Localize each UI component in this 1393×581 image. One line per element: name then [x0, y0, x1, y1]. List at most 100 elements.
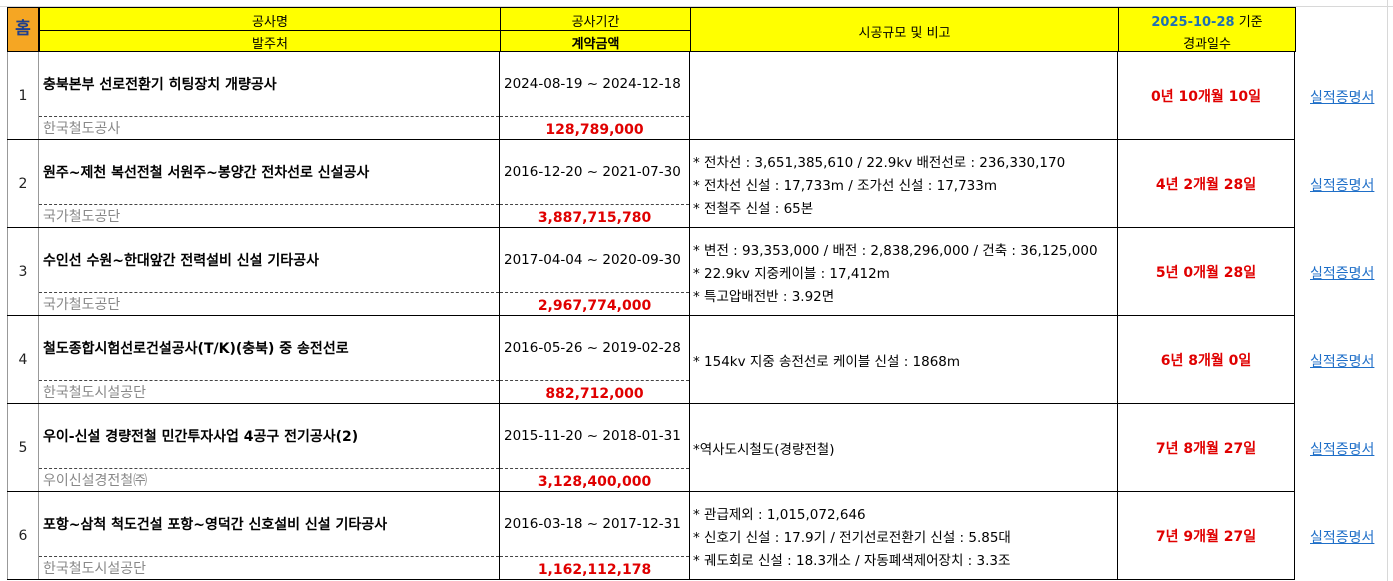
period-dates: 2024-08-19 ~ 2024-12-18 — [504, 76, 681, 92]
scope-lines: *역사도시철도(경량전철) — [693, 404, 1117, 492]
period-dates: 2016-12-20 ~ 2021-07-30 — [504, 164, 681, 180]
header-project-name: 공사명 — [252, 15, 288, 30]
cell-divider — [500, 204, 689, 205]
project-title: 원주~제천 복선전철 서원주~봉양간 전차선로 신설공사 — [43, 165, 370, 181]
certificate-link[interactable]: 실적증명서 — [1310, 442, 1375, 458]
cell-divider — [39, 292, 499, 293]
contract-amount: 882,712,000 — [545, 386, 644, 402]
row-number: 1 — [7, 52, 39, 140]
row-border — [7, 579, 1295, 580]
cell-divider — [39, 204, 499, 205]
scope-lines: * 154kv 지중 송전선로 케이블 신설 : 1868m — [693, 316, 1117, 404]
row-number: 3 — [7, 228, 39, 316]
base-date-suffix: 기준 — [1238, 15, 1263, 30]
base-date: 2025-10-28 — [1151, 15, 1235, 30]
project-cell[interactable]: 수인선 수원~한대앞간 전력설비 신설 기타공사 국가철도공단 — [39, 228, 500, 316]
contract-amount: 3,128,400,000 — [537, 474, 652, 490]
period-dates: 2015-11-20 ~ 2018-01-31 — [504, 428, 681, 444]
project-cell[interactable]: 우이-신설 경량전철 민간투자사업 4공구 전기공사(2) 우이신설경전철㈜ — [39, 404, 500, 492]
row-border — [7, 403, 1295, 404]
period-dates: 2016-05-26 ~ 2019-02-28 — [504, 340, 681, 356]
scope-lines: * 전차선 : 3,651,385,610 / 22.9kv 배전선로 : 23… — [693, 140, 1117, 228]
table-row: 2 원주~제천 복선전철 서원주~봉양간 전차선로 신설공사 국가철도공단 20… — [7, 140, 1295, 228]
scope-cell[interactable]: * 전차선 : 3,651,385,610 / 22.9kv 배전선로 : 23… — [690, 140, 1118, 228]
project-title: 수인선 수원~한대앞간 전력설비 신설 기타공사 — [43, 253, 319, 269]
scope-cell[interactable]: *역사도시철도(경량전철) — [690, 404, 1118, 492]
cell-divider — [39, 380, 499, 381]
scope-line: * 신호기 신설 : 17.9기 / 전기선로전환기 신설 : 5.85대 — [693, 530, 1011, 546]
scope-line: * 22.9kv 지중케이블 : 17,412m — [693, 266, 890, 282]
scope-line: * 변전 : 93,353,000 / 배전 : 2,838,296,000 /… — [693, 243, 1098, 259]
cell-divider — [500, 556, 689, 557]
certificate-link[interactable]: 실적증명서 — [1310, 354, 1375, 370]
header-elapsed: 경과일수 — [1183, 37, 1231, 52]
row-border — [7, 315, 1295, 316]
project-title: 충북본부 선로전환기 히팅장치 개량공사 — [43, 77, 277, 93]
period-dates: 2016-03-18 ~ 2017-12-31 — [504, 516, 681, 532]
certificate-link[interactable]: 실적증명서 — [1310, 530, 1375, 546]
period-cell[interactable]: 2016-12-20 ~ 2021-07-30 3,887,715,780 — [500, 140, 690, 228]
period-cell[interactable]: 2017-04-04 ~ 2020-09-30 2,967,774,000 — [500, 228, 690, 316]
client-name: 국가철도공단 — [43, 297, 121, 313]
row-number: 6 — [7, 492, 39, 580]
elapsed-days: 6년 8개월 0일 — [1118, 316, 1295, 404]
client-name: 한국철도시설공단 — [43, 561, 147, 577]
gridline — [0, 6, 1393, 7]
scope-line: * 154kv 지중 송전선로 케이블 신설 : 1868m — [693, 354, 961, 370]
project-cell[interactable]: 철도종합시험선로건설공사(T/K)(충북) 중 송전선로 한국철도시설공단 — [39, 316, 500, 404]
project-title: 포항~삼척 척도건설 포항~영덕간 신호설비 신설 기타공사 — [43, 517, 388, 533]
cell-divider — [500, 292, 689, 293]
client-name: 국가철도공단 — [43, 209, 121, 225]
header-scope-cell: 시공규모 및 비고 — [690, 7, 1119, 52]
table-row: 6 포항~삼척 척도건설 포항~영덕간 신호설비 신설 기타공사 한국철도시설공… — [7, 492, 1295, 580]
home-button[interactable]: 홈 — [7, 7, 39, 52]
header-divider — [40, 30, 500, 31]
scope-cell[interactable]: * 변전 : 93,353,000 / 배전 : 2,838,296,000 /… — [690, 228, 1118, 316]
project-title: 철도종합시험선로건설공사(T/K)(충북) 중 송전선로 — [43, 341, 349, 357]
row-border — [7, 491, 1295, 492]
client-name: 한국철도시설공단 — [43, 385, 147, 401]
contract-amount: 3,887,715,780 — [537, 210, 652, 226]
period-cell[interactable]: 2015-11-20 ~ 2018-01-31 3,128,400,000 — [500, 404, 690, 492]
header-client: 발주처 — [252, 37, 288, 52]
period-cell[interactable]: 2024-08-19 ~ 2024-12-18 128,789,000 — [500, 52, 690, 140]
certificate-link[interactable]: 실적증명서 — [1310, 266, 1375, 282]
project-cell[interactable]: 충북본부 선로전환기 히팅장치 개량공사 한국철도공사 — [39, 52, 500, 140]
client-name: 한국철도공사 — [43, 121, 121, 137]
gridline — [1387, 0, 1388, 581]
scope-cell[interactable]: * 154kv 지중 송전선로 케이블 신설 : 1868m — [690, 316, 1118, 404]
scope-line: *역사도시철도(경량전철) — [693, 442, 835, 458]
elapsed-days: 5년 0개월 28일 — [1118, 228, 1295, 316]
scope-line: * 전차선 : 3,651,385,610 / 22.9kv 배전선로 : 23… — [693, 155, 1066, 171]
elapsed-days: 0년 10개월 10일 — [1118, 52, 1295, 140]
elapsed-days: 7년 8개월 27일 — [1118, 404, 1295, 492]
header-name-cell: 공사명 발주처 — [39, 7, 501, 52]
period-cell[interactable]: 2016-03-18 ~ 2017-12-31 1,162,112,178 — [500, 492, 690, 580]
project-cell[interactable]: 원주~제천 복선전철 서원주~봉양간 전차선로 신설공사 국가철도공단 — [39, 140, 500, 228]
cell-divider — [39, 468, 499, 469]
header-scope: 시공규모 및 비고 — [858, 26, 951, 41]
row-number: 5 — [7, 404, 39, 492]
project-cell[interactable]: 포항~삼척 척도건설 포항~영덕간 신호설비 신설 기타공사 한국철도시설공단 — [39, 492, 500, 580]
cell-divider — [500, 380, 689, 381]
certificate-link[interactable]: 실적증명서 — [1310, 90, 1375, 106]
scope-line: * 전철주 신설 : 65본 — [693, 201, 814, 217]
table-row: 5 우이-신설 경량전철 민간투자사업 4공구 전기공사(2) 우이신설경전철㈜… — [7, 404, 1295, 492]
period-cell[interactable]: 2016-05-26 ~ 2019-02-28 882,712,000 — [500, 316, 690, 404]
contract-amount: 2,967,774,000 — [537, 298, 652, 314]
scope-lines — [693, 52, 1117, 140]
row-border — [7, 227, 1295, 228]
cell-divider — [500, 468, 689, 469]
scope-cell[interactable]: * 관급제외 : 1,015,072,646 * 신호기 신설 : 17.9기 /… — [690, 492, 1118, 580]
header-period: 공사기간 — [571, 15, 620, 30]
table-row: 4 철도종합시험선로건설공사(T/K)(충북) 중 송전선로 한국철도시설공단 … — [7, 316, 1295, 404]
certificate-link[interactable]: 실적증명서 — [1310, 178, 1375, 194]
scope-line: * 전차선 신설 : 17,733m / 조가선 신설 : 17,733m — [693, 178, 997, 194]
elapsed-days: 7년 9개월 27일 — [1118, 492, 1295, 580]
contract-amount: 128,789,000 — [545, 122, 644, 138]
elapsed-days: 4년 2개월 28일 — [1118, 140, 1295, 228]
period-dates: 2017-04-04 ~ 2020-09-30 — [504, 252, 681, 268]
row-number: 4 — [7, 316, 39, 404]
scope-cell[interactable] — [690, 52, 1118, 140]
scope-line: * 관급제외 : 1,015,072,646 — [693, 507, 866, 523]
